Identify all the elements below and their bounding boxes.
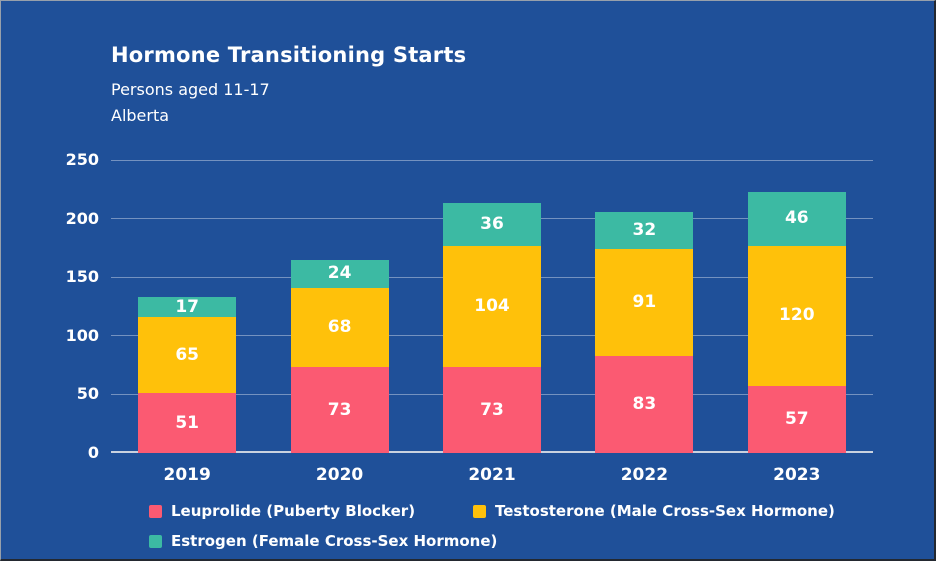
bar-segment-2021-series-2: 36: [443, 203, 541, 246]
x-axis-label-2021: 2021: [468, 465, 516, 485]
bar-segment-2019-series-2: 17: [138, 296, 237, 318]
legend-swatch-icon: [473, 504, 486, 518]
legend-label: Leuprolide (Puberty Blocker): [171, 502, 416, 520]
y-tick-label: 250: [65, 150, 99, 169]
bar-segment-value-label: 91: [632, 291, 657, 312]
legend-item-1: Testosterone (Male Cross-Sex Hormone): [473, 502, 835, 520]
bar-2020: 24 68 73: [290, 259, 389, 453]
bar-segment-2023-series-1: 120: [747, 245, 846, 387]
bar-segment-value-label: 32: [632, 219, 657, 240]
bar-segment-2021-series-1: 104: [443, 245, 541, 368]
bar-segment-value-label: 17: [175, 296, 200, 317]
x-axis-label-2022: 2022: [620, 465, 669, 485]
bar-segment-2019-series-1: 65: [138, 317, 237, 394]
chart-subtitle: Persons aged 11-17: [111, 80, 270, 99]
bar-segment-2020-series-2: 24: [290, 259, 389, 288]
bar-segment-value-label: 36: [480, 213, 504, 234]
bar-segment-2022-series-2: 32: [595, 211, 694, 250]
bar-segment-2020-series-1: 68: [290, 287, 389, 368]
y-tick-label: 200: [65, 208, 99, 228]
bar-2021: 36 104 73: [443, 203, 541, 453]
bar-segment-value-label: 73: [480, 399, 504, 420]
bar-2023: 46 120 57: [747, 191, 846, 453]
legend-label: Estrogen (Female Cross-Sex Hormone): [171, 532, 498, 550]
bar-segment-value-label: 24: [327, 263, 352, 284]
x-axis-label-2023: 2023: [773, 465, 821, 485]
x-axis-label-2020: 2020: [315, 465, 364, 485]
bar-segment-value-label: 57: [784, 409, 809, 430]
bar-segment-2023-series-0: 57: [747, 386, 846, 453]
chart-region-label: Alberta: [111, 106, 170, 125]
y-tick-label: 150: [65, 267, 99, 287]
bar-segment-2023-series-2: 46: [747, 191, 846, 246]
bar-segment-value-label: 65: [175, 344, 200, 365]
bar-segment-2022-series-0: 83: [595, 355, 694, 453]
y-tick-label: 50: [76, 384, 99, 404]
x-axis-label-2019: 2019: [163, 465, 211, 485]
bar-segment-2020-series-0: 73: [290, 367, 389, 453]
bar-segment-value-label: 120: [779, 305, 815, 326]
plot-area: 0 50 100 150 200 250 17 65 51 24 68 73 36 104 73 32 91 8…: [66, 150, 873, 485]
legend-item-2: Estrogen (Female Cross-Sex Hormone): [149, 532, 497, 550]
bar-2019: 17 65 51: [138, 296, 237, 453]
chart-title: Hormone Transitioning Starts: [111, 43, 467, 67]
legend-swatch-icon: [149, 534, 162, 548]
bar-segment-value-label: 68: [327, 317, 352, 338]
y-tick-label: 0: [87, 443, 99, 462]
legend-swatch-icon: [149, 504, 162, 518]
legend-item-0: Leuprolide (Puberty Blocker): [149, 502, 415, 520]
bar-segment-value-label: 83: [632, 393, 657, 414]
gridline: [111, 159, 873, 161]
bar-segment-2019-series-0: 51: [138, 393, 237, 453]
bar-segment-value-label: 46: [784, 208, 809, 229]
bar-segment-value-label: 51: [175, 412, 200, 433]
bar-segment-value-label: 73: [327, 399, 352, 420]
bar-2022: 32 91 83: [595, 211, 694, 453]
bar-segment-value-label: 104: [474, 296, 510, 317]
chart-header: Hormone Transitioning Starts Persons age…: [111, 43, 466, 129]
y-tick-label: 100: [65, 325, 99, 345]
bar-segment-2021-series-0: 73: [443, 367, 541, 453]
legend-label: Testosterone (Male Cross-Sex Hormone): [495, 502, 835, 520]
bar-segment-2022-series-1: 91: [595, 249, 694, 356]
